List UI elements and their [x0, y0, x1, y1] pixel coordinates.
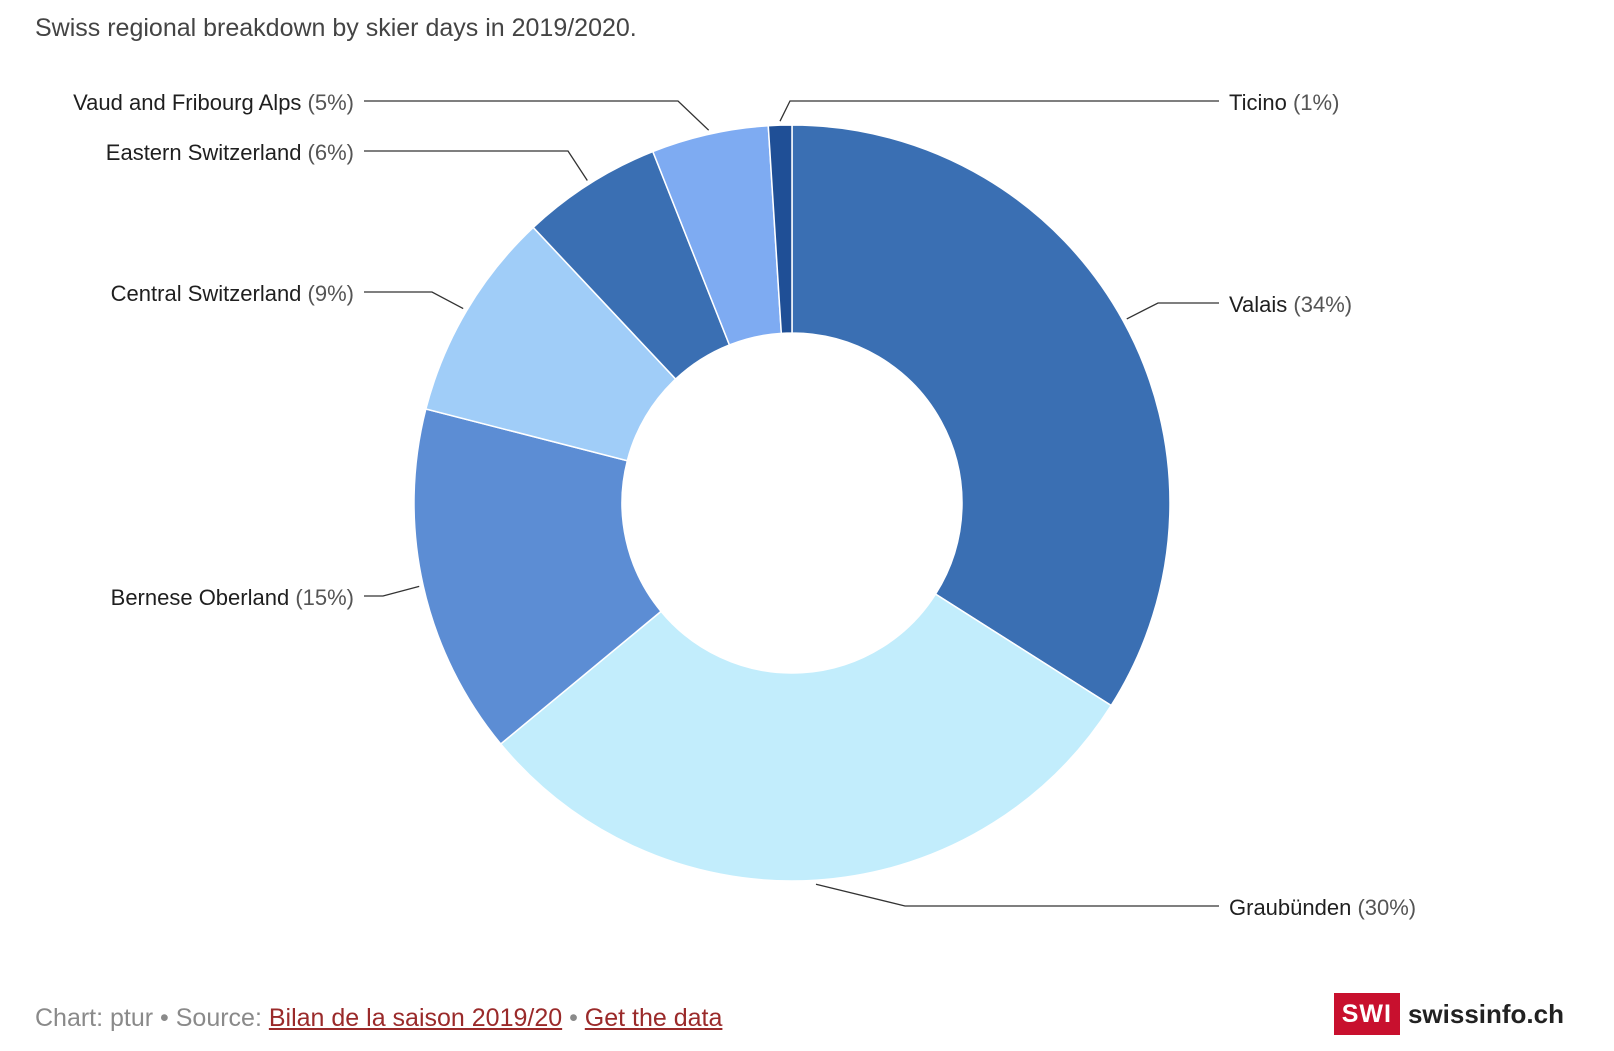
label-ticino: Ticino (1%)	[1229, 90, 1339, 115]
label-vaud-and-fribourg-alps: Vaud and Fribourg Alps (5%)	[73, 90, 354, 115]
get-data-link[interactable]: Get the data	[584, 1004, 723, 1032]
footer-prefix: Chart: ptur • Source:	[35, 1004, 269, 1032]
label-central-switzerland: Central Switzerland (9%)	[111, 281, 354, 306]
chart-title: Swiss regional breakdown by skier days i…	[35, 14, 637, 42]
leader-line-valais	[1126, 302, 1219, 320]
label-name: Valais	[1229, 292, 1293, 317]
label-bernese-oberland: Bernese Oberland (15%)	[111, 585, 354, 610]
slices-group	[413, 124, 1171, 882]
label-name: Bernese Oberland	[111, 585, 296, 610]
label-valais: Valais (34%)	[1229, 292, 1352, 317]
label-name: Graubünden	[1229, 895, 1357, 920]
labels-group: Valais (34%) Graubünden (30%) Bernese Ober…	[73, 90, 1416, 920]
label-percent: (9%)	[308, 281, 354, 306]
donut-chart: Valais (34%) Graubünden (30%) Bernese Ober…	[73, 90, 1416, 920]
slice-central-switzerland[interactable]	[424, 226, 677, 462]
label-name: Eastern Switzerland	[106, 140, 308, 165]
leader-line-ticino	[779, 100, 1219, 122]
brand-logo[interactable]: SWI swissinfo.ch	[1333, 993, 1564, 1035]
label-name: Ticino	[1229, 90, 1293, 115]
label-name: Central Switzerland	[111, 281, 308, 306]
leader-line-vaud-and-fribourg-alps	[364, 100, 710, 131]
source-link[interactable]: Bilan de la saison 2019/20	[268, 1004, 563, 1032]
footer-credits: Chart: ptur • Source: Bilan de la saison…	[35, 1004, 722, 1033]
leader-lines-group	[364, 100, 1219, 907]
label-percent: (30%)	[1357, 895, 1416, 920]
label-percent: (34%)	[1293, 292, 1352, 317]
label-name: Vaud and Fribourg Alps	[73, 90, 307, 115]
leader-line-graubunden	[815, 883, 1219, 907]
slice-ticino[interactable]	[767, 124, 793, 335]
label-percent: (1%)	[1293, 90, 1339, 115]
leader-line-bernese-oberland	[364, 585, 420, 597]
slice-bernese-oberland[interactable]	[413, 408, 663, 746]
slice-graubunden[interactable]	[499, 593, 1113, 882]
label-eastern-switzerland: Eastern Switzerland (6%)	[106, 140, 354, 165]
slice-valais[interactable]	[791, 124, 1171, 707]
swi-logo-box: SWI	[1333, 993, 1400, 1035]
footer-separator: •	[562, 1004, 585, 1032]
label-percent: (5%)	[308, 90, 354, 115]
label-graubunden: Graubünden (30%)	[1229, 895, 1416, 920]
brand-name: swissinfo.ch	[1407, 998, 1564, 1029]
leader-line-central-switzerland	[364, 291, 464, 310]
leader-line-eastern-switzerland	[364, 150, 588, 181]
label-percent: (6%)	[308, 140, 354, 165]
label-percent: (15%)	[295, 585, 354, 610]
